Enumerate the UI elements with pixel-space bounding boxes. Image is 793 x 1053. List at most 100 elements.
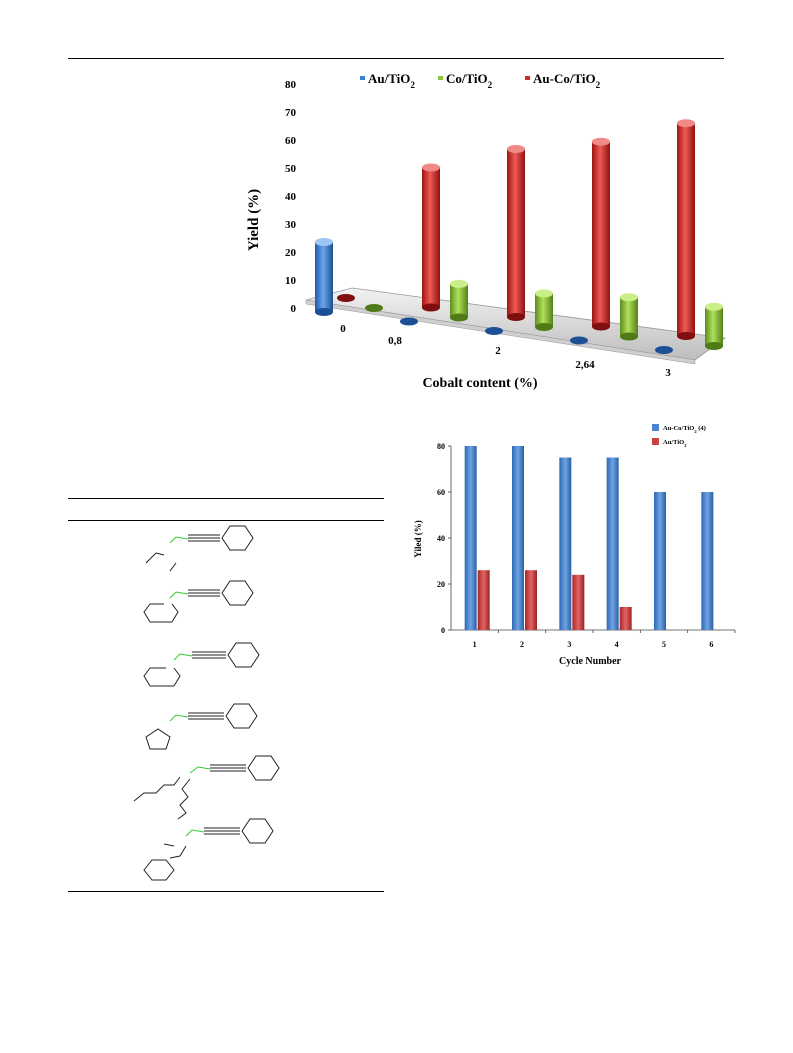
bar-top [507, 145, 525, 153]
bar-base [677, 332, 695, 340]
bar-0 [654, 492, 666, 630]
y-tick-label: 50 [285, 163, 297, 175]
bar-top [315, 238, 333, 246]
y-tick-label: 10 [285, 275, 297, 287]
bar-body [705, 306, 723, 346]
legend-label: Co/TiO2 [446, 71, 493, 90]
legend-label: Au-Co/TiO2 [533, 71, 601, 90]
bar-body [315, 242, 333, 312]
structure-5 [133, 755, 280, 820]
bar-1 [705, 302, 723, 350]
legend-swatch [360, 76, 365, 80]
bar-2 [507, 145, 525, 321]
bar-base [315, 308, 333, 316]
x-tick-label: 2,64 [575, 359, 595, 371]
bar-top [677, 119, 695, 128]
bar-body [450, 283, 468, 318]
x-tick-label: 4 [615, 640, 619, 649]
x-tick-label: 3 [567, 640, 571, 649]
y-tick-label: 80 [285, 79, 297, 91]
x-tick-label: 5 [662, 640, 666, 649]
x-axis-label: Cycle Number [559, 656, 621, 667]
bar-0 [464, 446, 477, 630]
y-tick-label: 70 [285, 107, 297, 119]
bar-body [422, 167, 440, 308]
zero-bar-0 [400, 317, 418, 326]
bar-1 [620, 293, 638, 341]
bar-0 [512, 446, 524, 630]
legend-label: Au-Co/TiO2 (4) [663, 425, 706, 434]
y-tick-label: 0 [441, 626, 445, 635]
x-tick-label: 2 [495, 345, 501, 357]
bar-2 [592, 137, 610, 331]
structure-1 [145, 525, 254, 572]
bar-top [422, 163, 440, 172]
bar-body [620, 297, 638, 337]
bar-0 [701, 492, 714, 630]
table-header-rule [68, 520, 384, 521]
y-tick-label: 60 [285, 135, 297, 147]
alkyne-structures [133, 525, 280, 881]
bar-0 [606, 457, 619, 630]
bar-base [535, 323, 553, 331]
bar-0 [315, 238, 333, 316]
bar-1 [572, 574, 585, 630]
bar-top [592, 137, 610, 146]
structure-6 [143, 818, 274, 881]
bar-base [592, 322, 610, 331]
x-tick-label: 1 [473, 640, 477, 649]
bar-base [705, 342, 723, 350]
zero-bar-0 [485, 327, 503, 335]
y-axis-label: Yiled (%) [413, 520, 423, 557]
bar-2 [422, 163, 440, 312]
recycling-yield-chart: Au-Co/TiO2 (4) Au/TiO2 0 20 40 60 80 1 2 3 4 5 6 Y… [413, 424, 736, 667]
legend-swatch [525, 76, 530, 80]
y-tick-label: 80 [437, 442, 445, 451]
legend-swatch [438, 76, 443, 80]
legend-label: Au/TiO2 [663, 439, 687, 448]
y-tick-label: 30 [285, 219, 297, 231]
bar-base [507, 313, 525, 321]
structure-4 [145, 703, 258, 750]
bar-1 [477, 570, 490, 630]
bar-top [705, 302, 723, 311]
x-tick-label: 2 [520, 640, 524, 649]
legend-swatch [652, 438, 659, 445]
table-top-rule [68, 498, 384, 499]
page-header-rule [68, 58, 724, 59]
bar-base [422, 303, 440, 312]
y-tick-label: 60 [437, 488, 445, 497]
bar-1 [450, 279, 468, 322]
legend-swatch [652, 424, 659, 431]
structure-3 [143, 642, 260, 687]
x-tick-label: 3 [665, 367, 671, 379]
table-bottom-rule [68, 891, 384, 892]
bar-1 [619, 607, 632, 630]
bar-1 [535, 289, 553, 331]
zero-bar-0 [655, 346, 673, 354]
x-tick-label: 0 [340, 323, 346, 335]
bar-base [450, 313, 468, 322]
zero-bar-0 [570, 336, 588, 345]
x-tick-label: 0,8 [388, 335, 402, 347]
bar-1 [525, 570, 537, 630]
bar-body [677, 123, 695, 336]
bar-top [535, 289, 553, 298]
zero-bar-1 [365, 304, 383, 312]
x-axis-label: Cobalt content (%) [422, 376, 537, 391]
y-tick-label: 0 [291, 303, 297, 315]
y-tick-label: 40 [285, 191, 297, 203]
bar-2 [677, 119, 695, 340]
y-tick-label: 20 [437, 580, 445, 589]
bar-body [507, 149, 525, 317]
bar-top [450, 279, 468, 288]
bar-0 [559, 457, 572, 630]
x-tick-label: 6 [709, 640, 713, 649]
y-tick-label: 20 [285, 247, 297, 259]
bar-body [535, 293, 553, 327]
legend-label: Au/TiO2 [368, 71, 415, 90]
bar-body [592, 141, 610, 327]
structure-2 [143, 580, 254, 623]
bar-base [620, 332, 638, 341]
y-tick-label: 40 [437, 534, 445, 543]
